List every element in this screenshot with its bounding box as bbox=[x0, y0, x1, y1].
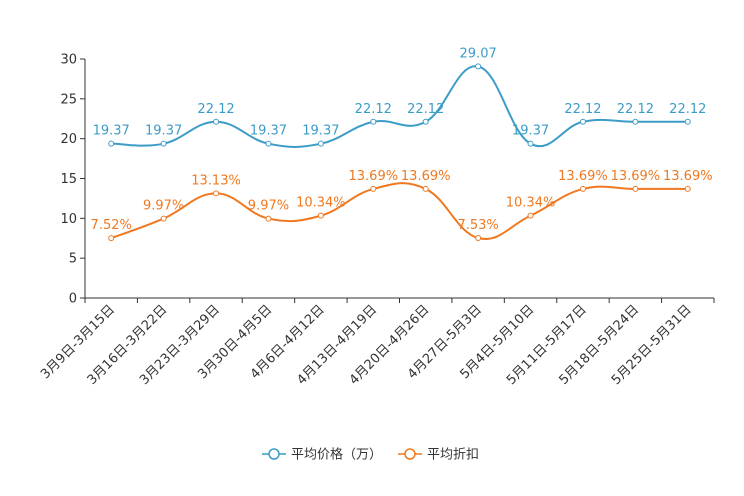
data-label: 13.69% bbox=[663, 169, 713, 184]
data-label: 13.69% bbox=[611, 169, 661, 184]
series-line-1 bbox=[110, 182, 688, 240]
data-point bbox=[370, 118, 377, 125]
data-point bbox=[108, 235, 115, 242]
data-point bbox=[265, 140, 272, 147]
data-label: 7.53% bbox=[457, 218, 498, 233]
data-point bbox=[579, 185, 586, 192]
data-label: 22.12 bbox=[407, 102, 444, 117]
data-point bbox=[422, 185, 429, 192]
legend-item-1[interactable]: 平均折扣 bbox=[398, 448, 479, 463]
legend-marker bbox=[404, 448, 416, 460]
data-point bbox=[213, 190, 220, 197]
data-label: 19.37 bbox=[512, 124, 549, 139]
chart-data-labels: 19.37 19.37 22.12 19.37 19.37 22.12 22.12 29.07… bbox=[91, 46, 713, 233]
data-point bbox=[527, 212, 534, 219]
data-label: 19.37 bbox=[93, 124, 130, 139]
data-label: 19.37 bbox=[302, 124, 339, 139]
data-point bbox=[632, 118, 639, 125]
data-point bbox=[108, 140, 115, 147]
data-point bbox=[527, 140, 534, 147]
data-point bbox=[160, 215, 167, 222]
data-label: 9.97% bbox=[143, 199, 184, 214]
data-point bbox=[422, 118, 429, 125]
data-point bbox=[475, 235, 482, 242]
data-label: 29.07 bbox=[460, 46, 497, 61]
y-tick-label: 25 bbox=[60, 92, 77, 107]
chart-legend[interactable]: 平均价格（万） 平均折扣 bbox=[262, 447, 479, 463]
y-tick-label: 10 bbox=[60, 212, 77, 227]
data-label: 22.12 bbox=[564, 102, 601, 117]
data-label: 22.12 bbox=[617, 102, 654, 117]
data-label: 13.69% bbox=[401, 169, 451, 184]
data-point bbox=[265, 215, 272, 222]
y-tick-label: 0 bbox=[69, 292, 77, 307]
data-label: 13.13% bbox=[191, 173, 241, 188]
data-label: 22.12 bbox=[355, 102, 392, 117]
data-label: 13.69% bbox=[349, 169, 399, 184]
data-point bbox=[579, 118, 586, 125]
y-tick-label: 30 bbox=[60, 53, 77, 68]
data-point bbox=[684, 185, 691, 192]
data-point bbox=[684, 118, 691, 125]
legend-marker bbox=[268, 448, 280, 460]
y-tick-label: 15 bbox=[60, 172, 77, 187]
legend-item-0[interactable]: 平均价格（万） bbox=[262, 447, 382, 463]
y-tick-label: 20 bbox=[60, 132, 77, 147]
data-label: 19.37 bbox=[145, 124, 182, 139]
y-tick-label: 5 bbox=[69, 252, 77, 267]
data-point bbox=[213, 118, 220, 125]
legend-label: 平均价格（万） bbox=[291, 447, 382, 463]
legend-label: 平均折扣 bbox=[427, 448, 479, 463]
data-point bbox=[317, 212, 324, 219]
data-label: 19.37 bbox=[250, 124, 287, 139]
data-label: 22.12 bbox=[197, 102, 234, 117]
data-point bbox=[317, 140, 324, 147]
data-label: 22.12 bbox=[669, 102, 706, 117]
data-label: 10.34% bbox=[506, 196, 556, 211]
data-label: 13.69% bbox=[558, 169, 608, 184]
data-point bbox=[370, 185, 377, 192]
data-point bbox=[160, 140, 167, 147]
data-label: 9.97% bbox=[248, 199, 289, 214]
data-point bbox=[632, 185, 639, 192]
data-point bbox=[475, 63, 482, 70]
data-label: 10.34% bbox=[296, 196, 346, 211]
data-label: 7.52% bbox=[91, 218, 132, 233]
chart-series bbox=[108, 63, 691, 242]
